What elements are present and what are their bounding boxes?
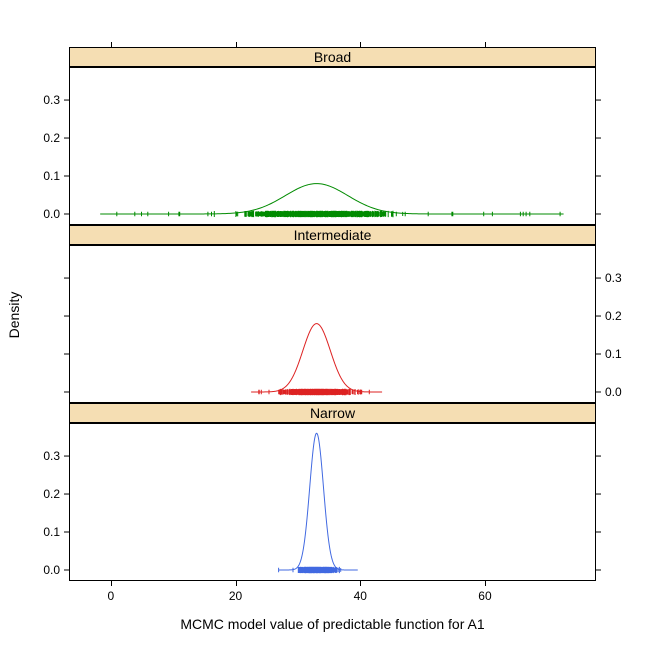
panel-border: [69, 245, 596, 403]
panel-canvas: 0.0 0.1 0.2 0.3: [43, 423, 601, 581]
strip-intermediate: Intermediate: [69, 225, 596, 245]
y-tick-label: 0.1: [43, 169, 60, 183]
y-tick-label: 0.0: [43, 207, 60, 221]
strip-label-narrow: Narrow: [309, 405, 356, 421]
x-tick-bottom: [110, 581, 112, 586]
panel-block-intermediate: Intermediate 0.0 0.1 0.2 0.3: [64, 225, 622, 403]
y-tick-label: 0.0: [43, 563, 60, 577]
x-axis-title: MCMC model value of predictable function…: [180, 616, 485, 632]
y-axis-title: Density: [6, 291, 22, 339]
y-tick-label: 0.0: [605, 385, 622, 399]
panel-plot-narrow: 0.0 0.1 0.2 0.3: [43, 423, 601, 581]
rug-marks: [258, 388, 370, 396]
rug-marks: [278, 566, 342, 574]
density-curve: [278, 432, 358, 571]
y-tick-label: 0.1: [605, 347, 622, 361]
y-tick-label: 0.3: [605, 271, 622, 285]
x-tick-label: 0: [107, 589, 115, 603]
panel-border: [69, 67, 596, 225]
x-tick-bottom: [360, 581, 362, 586]
strip-broad: Broad: [69, 47, 596, 67]
strip-label-intermediate: Intermediate: [293, 227, 372, 243]
x-tick-label: 40: [353, 589, 367, 603]
y-tick-label: 0.2: [605, 309, 622, 323]
y-tick-label: 0.2: [43, 131, 60, 145]
panel-canvas: 0.0 0.1 0.2 0.3: [43, 67, 601, 225]
y-tick-label: 0.3: [43, 449, 60, 463]
strip-narrow: Narrow: [69, 403, 596, 423]
panel-block-narrow: Narrow 0.0 0.1 0.2 0.3: [43, 403, 601, 581]
x-tick-bottom: [484, 581, 486, 586]
y-tick-label: 0.1: [43, 525, 60, 539]
panel-plot-intermediate: 0.0 0.1 0.2 0.3: [64, 245, 622, 403]
y-tick-label: 0.3: [43, 93, 60, 107]
x-tick-bottom: [235, 581, 237, 586]
panel-canvas: 0.0 0.1 0.2 0.3: [64, 245, 622, 403]
rug-marks: [116, 210, 561, 218]
x-tick-label: 60: [478, 589, 492, 603]
x-tick-label: 20: [228, 589, 243, 603]
panel-block-broad: Broad 0.0 0.1 0.2 0.3: [43, 47, 601, 225]
panel-plot-broad: 0.0 0.1 0.2 0.3: [43, 67, 601, 225]
strip-label-broad: Broad: [313, 49, 352, 65]
y-tick-label: 0.2: [43, 487, 60, 501]
density-curve: [100, 183, 564, 215]
panel-border: [69, 423, 596, 581]
